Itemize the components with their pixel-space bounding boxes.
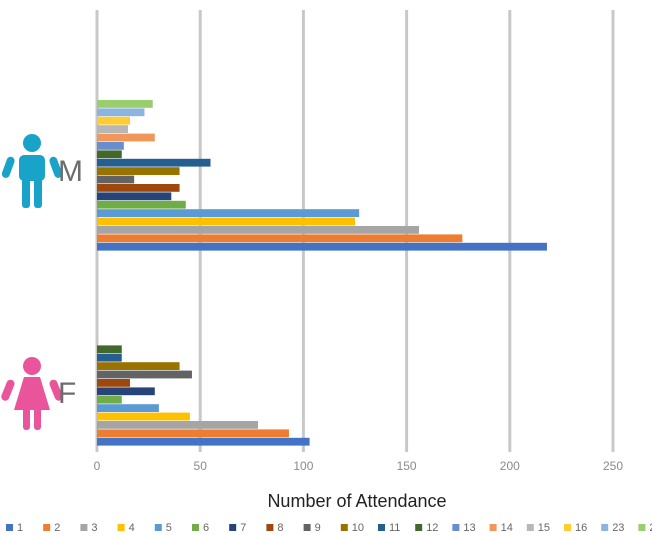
x-tick-label: 100 xyxy=(293,459,313,473)
legend-swatch xyxy=(378,524,385,531)
bar-M-12 xyxy=(97,150,122,159)
legend-swatch xyxy=(192,524,199,531)
legend-label: 10 xyxy=(352,522,364,534)
legend-swatch xyxy=(415,524,423,531)
male-icon xyxy=(1,134,63,208)
bar-M-16 xyxy=(97,116,131,125)
legend-label: 6 xyxy=(203,522,209,534)
x-tick-label: 0 xyxy=(94,459,101,473)
bar-F-3 xyxy=(97,421,258,429)
legend-swatch xyxy=(303,524,311,531)
legend-label: 3 xyxy=(91,522,97,534)
legend-label: 5 xyxy=(166,522,172,534)
x-tick-label: 150 xyxy=(397,459,417,473)
legend-label: 13 xyxy=(463,522,475,534)
legend-label: 15 xyxy=(538,522,550,534)
legend-label: 23 xyxy=(612,522,624,534)
bar-M-8 xyxy=(97,184,180,192)
legend-label: 12 xyxy=(426,522,438,534)
legend-swatch xyxy=(638,524,646,531)
bar-M-13 xyxy=(97,142,124,150)
legend-label: 26 xyxy=(649,522,652,534)
legend: 123456789101112131415162326 xyxy=(6,522,652,534)
bar-M-26 xyxy=(97,100,153,108)
bar-M-5 xyxy=(97,209,360,217)
legend-swatch xyxy=(43,524,51,531)
bar-F-2 xyxy=(97,429,289,438)
bar-M-2 xyxy=(97,234,463,243)
legend-swatch xyxy=(601,524,609,531)
bar-F-4 xyxy=(97,412,190,421)
bar-F-5 xyxy=(97,404,159,412)
legend-label: 14 xyxy=(501,522,513,534)
x-axis-label: Number of Attendance xyxy=(267,491,446,511)
x-tick-label: 200 xyxy=(500,459,520,473)
group-label-M: M xyxy=(58,155,83,188)
legend-swatch xyxy=(340,524,348,531)
bar-M-4 xyxy=(97,217,355,226)
bar-M-11 xyxy=(97,158,211,167)
legend-swatch xyxy=(229,524,237,531)
female-icon xyxy=(1,357,63,430)
bar-M-1 xyxy=(97,242,547,251)
bar-F-6 xyxy=(97,395,122,404)
legend-label: 11 xyxy=(389,522,400,534)
legend-label: 16 xyxy=(575,522,587,534)
legend-swatch xyxy=(489,524,497,531)
legend-label: 1 xyxy=(17,522,23,534)
x-axis-ticks: 0 50 100 150 200 250 xyxy=(94,459,624,473)
legend-label: 7 xyxy=(240,522,246,534)
bar-M-10 xyxy=(97,167,180,175)
bar-F-11 xyxy=(97,353,122,362)
legend-swatch xyxy=(452,524,460,531)
legend-swatch xyxy=(154,524,162,531)
legend-label: 9 xyxy=(315,522,321,534)
legend-label: 8 xyxy=(277,522,283,534)
bar-M-14 xyxy=(97,133,155,142)
group-F: F xyxy=(1,357,76,430)
bar-F-1 xyxy=(97,437,310,446)
x-tick-label: 250 xyxy=(603,459,623,473)
legend-label: 4 xyxy=(129,522,135,534)
bar-M-23 xyxy=(97,108,145,117)
legend-swatch xyxy=(266,524,274,531)
bar-M-6 xyxy=(97,200,186,209)
legend-swatch xyxy=(564,524,571,531)
bar-F-10 xyxy=(97,362,180,370)
x-tick-label: 50 xyxy=(194,459,208,473)
bars xyxy=(97,100,547,446)
legend-label: 2 xyxy=(54,522,60,534)
bar-M-3 xyxy=(97,226,419,234)
bar-F-7 xyxy=(97,387,155,396)
bar-F-12 xyxy=(97,345,122,354)
legend-swatch xyxy=(117,524,125,531)
bar-M-9 xyxy=(97,175,135,184)
group-M: M xyxy=(1,134,83,208)
bar-F-8 xyxy=(97,379,131,387)
bar-M-15 xyxy=(97,125,128,133)
legend-swatch xyxy=(80,524,88,531)
bar-F-9 xyxy=(97,370,192,379)
group-label-F: F xyxy=(58,377,76,410)
legend-swatch xyxy=(526,524,534,531)
legend-swatch xyxy=(6,524,13,531)
bar-M-7 xyxy=(97,192,172,201)
